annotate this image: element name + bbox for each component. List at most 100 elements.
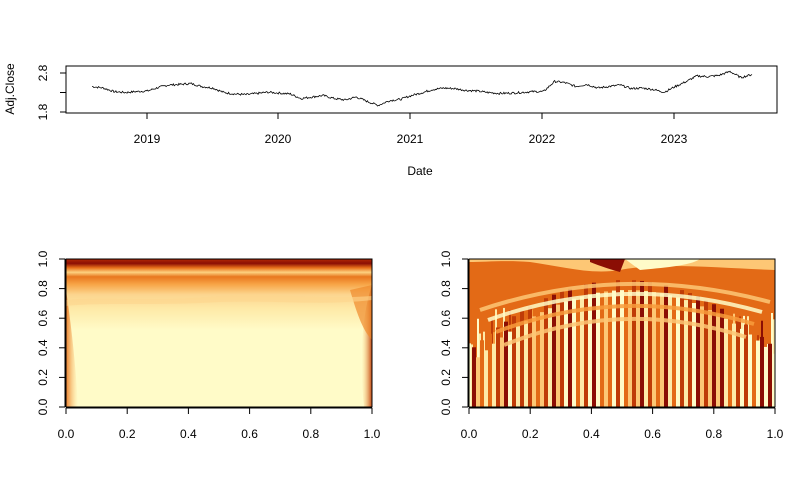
price-panel: 2019 2020 2021 2022 2023 1.8 2.8 Date Adj.Clo… — [3, 63, 778, 178]
phase-cell — [540, 312, 544, 407]
phase-cell — [476, 357, 480, 407]
phase-cell — [628, 290, 632, 407]
x-tick-label: 0.0 — [58, 427, 75, 441]
price-x-tick-label: 2021 — [397, 132, 424, 146]
phase-cell — [584, 284, 588, 407]
price-x-axis: 2019 2020 2021 2022 2023 — [134, 112, 688, 146]
power-heatmap-cells — [66, 259, 372, 407]
phase-cell — [660, 293, 664, 407]
price-y-tick-label: 2.8 — [36, 64, 50, 81]
phase-cell — [564, 301, 568, 407]
phase-cell — [608, 280, 612, 407]
power-heatmap-panel: 0.0 0.2 0.4 0.6 0.8 1.0 0.0 0.2 0.4 0.6 0.8 1.0 — [36, 250, 381, 441]
phase-cell — [744, 324, 748, 407]
price-x-tick-label: 2022 — [529, 132, 556, 146]
phase-heatmap-cells — [469, 259, 775, 407]
y-tick-label: 1.0 — [36, 250, 50, 267]
power-plot-frame — [65, 258, 373, 408]
phase-cell — [572, 298, 576, 407]
phase-cell — [672, 287, 676, 407]
phase-cell — [508, 331, 512, 407]
x-tick-label: 0.2 — [522, 427, 539, 441]
phase-cell — [596, 292, 600, 407]
phase-cell — [568, 288, 572, 407]
phase-cell — [500, 337, 504, 407]
price-series-line — [92, 70, 753, 107]
phase-cell — [520, 311, 524, 407]
phase-cell — [576, 286, 580, 407]
power-y-axis: 0.0 0.2 0.4 0.6 0.8 1.0 — [36, 250, 66, 415]
phase-cell — [536, 302, 540, 407]
phase-cell — [712, 304, 716, 407]
phase-cell — [636, 290, 640, 407]
y-tick-label: 0.4 — [439, 339, 453, 356]
phase-cell — [612, 290, 616, 407]
y-tick-label: 0.0 — [36, 398, 50, 415]
price-x-tick-label: 2020 — [265, 132, 292, 146]
y-tick-label: 0.6 — [36, 310, 50, 327]
phase-cell — [516, 326, 520, 407]
phase-cell — [756, 340, 760, 407]
price-y-axis-title: Adj.Close — [3, 63, 17, 115]
phase-cell — [504, 321, 508, 407]
phase-cell — [720, 308, 724, 407]
phase-cell — [652, 292, 656, 407]
y-tick-label: 0.4 — [36, 339, 50, 356]
phase-cell — [560, 291, 564, 407]
phase-cell — [704, 300, 708, 407]
phase-cell — [736, 318, 740, 407]
x-tick-label: 0.2 — [119, 427, 136, 441]
y-tick-label: 0.2 — [36, 369, 50, 386]
phase-cell — [696, 296, 700, 407]
phase-cell — [676, 297, 680, 407]
y-tick-label: 0.0 — [439, 398, 453, 415]
phase-cell — [732, 323, 736, 407]
phase-cell — [592, 282, 596, 407]
phase-cell — [480, 340, 484, 407]
x-tick-label: 1.0 — [767, 427, 784, 441]
phase-cell — [512, 316, 516, 407]
price-y-axis: 1.8 2.8 — [36, 64, 67, 120]
phase-cell — [528, 306, 532, 407]
phase-cell — [688, 293, 692, 407]
phase-cell — [600, 281, 604, 407]
phase-cell — [616, 280, 620, 407]
phase-cell — [552, 294, 556, 407]
phase-contour — [479, 281, 771, 312]
phase-cell — [692, 303, 696, 407]
x-tick-label: 0.6 — [644, 427, 661, 441]
phase-cell — [484, 350, 488, 407]
phase-cell — [728, 313, 732, 407]
phase-y-axis: 0.0 0.2 0.4 0.6 0.8 1.0 — [439, 250, 469, 415]
phase-cell — [716, 314, 720, 407]
phase-cell — [764, 346, 768, 407]
phase-cell — [752, 330, 756, 407]
phase-heatmap-panel: 0.0 0.2 0.4 0.6 0.8 1.0 0.0 0.2 0.4 0.6 0.8 1.0 — [439, 250, 784, 441]
phase-cell — [772, 353, 775, 407]
phase-cell — [620, 290, 624, 407]
x-tick-label: 0.8 — [705, 427, 722, 441]
phase-cell — [588, 294, 592, 407]
phase-cell — [624, 280, 628, 407]
phase-cell — [760, 336, 764, 407]
price-y-tick-label: 1.8 — [36, 103, 50, 120]
phase-cell — [656, 283, 660, 407]
phase-cell — [524, 321, 528, 407]
y-tick-label: 0.8 — [36, 280, 50, 297]
phase-cell — [768, 343, 772, 407]
phase-cell — [532, 316, 536, 407]
phase-cell — [496, 327, 500, 407]
x-tick-label: 0.0 — [461, 427, 478, 441]
y-tick-label: 1.0 — [439, 250, 453, 267]
price-x-tick-label: 2023 — [661, 132, 688, 146]
phase-cell — [700, 306, 704, 407]
phase-cell — [492, 343, 496, 407]
phase-cell — [748, 334, 752, 407]
y-tick-label: 0.8 — [439, 280, 453, 297]
price-x-axis-title: Date — [407, 164, 433, 178]
phase-cell — [664, 285, 668, 407]
x-tick-label: 0.8 — [302, 427, 319, 441]
phase-cell — [488, 333, 492, 407]
x-tick-label: 1.0 — [364, 427, 381, 441]
